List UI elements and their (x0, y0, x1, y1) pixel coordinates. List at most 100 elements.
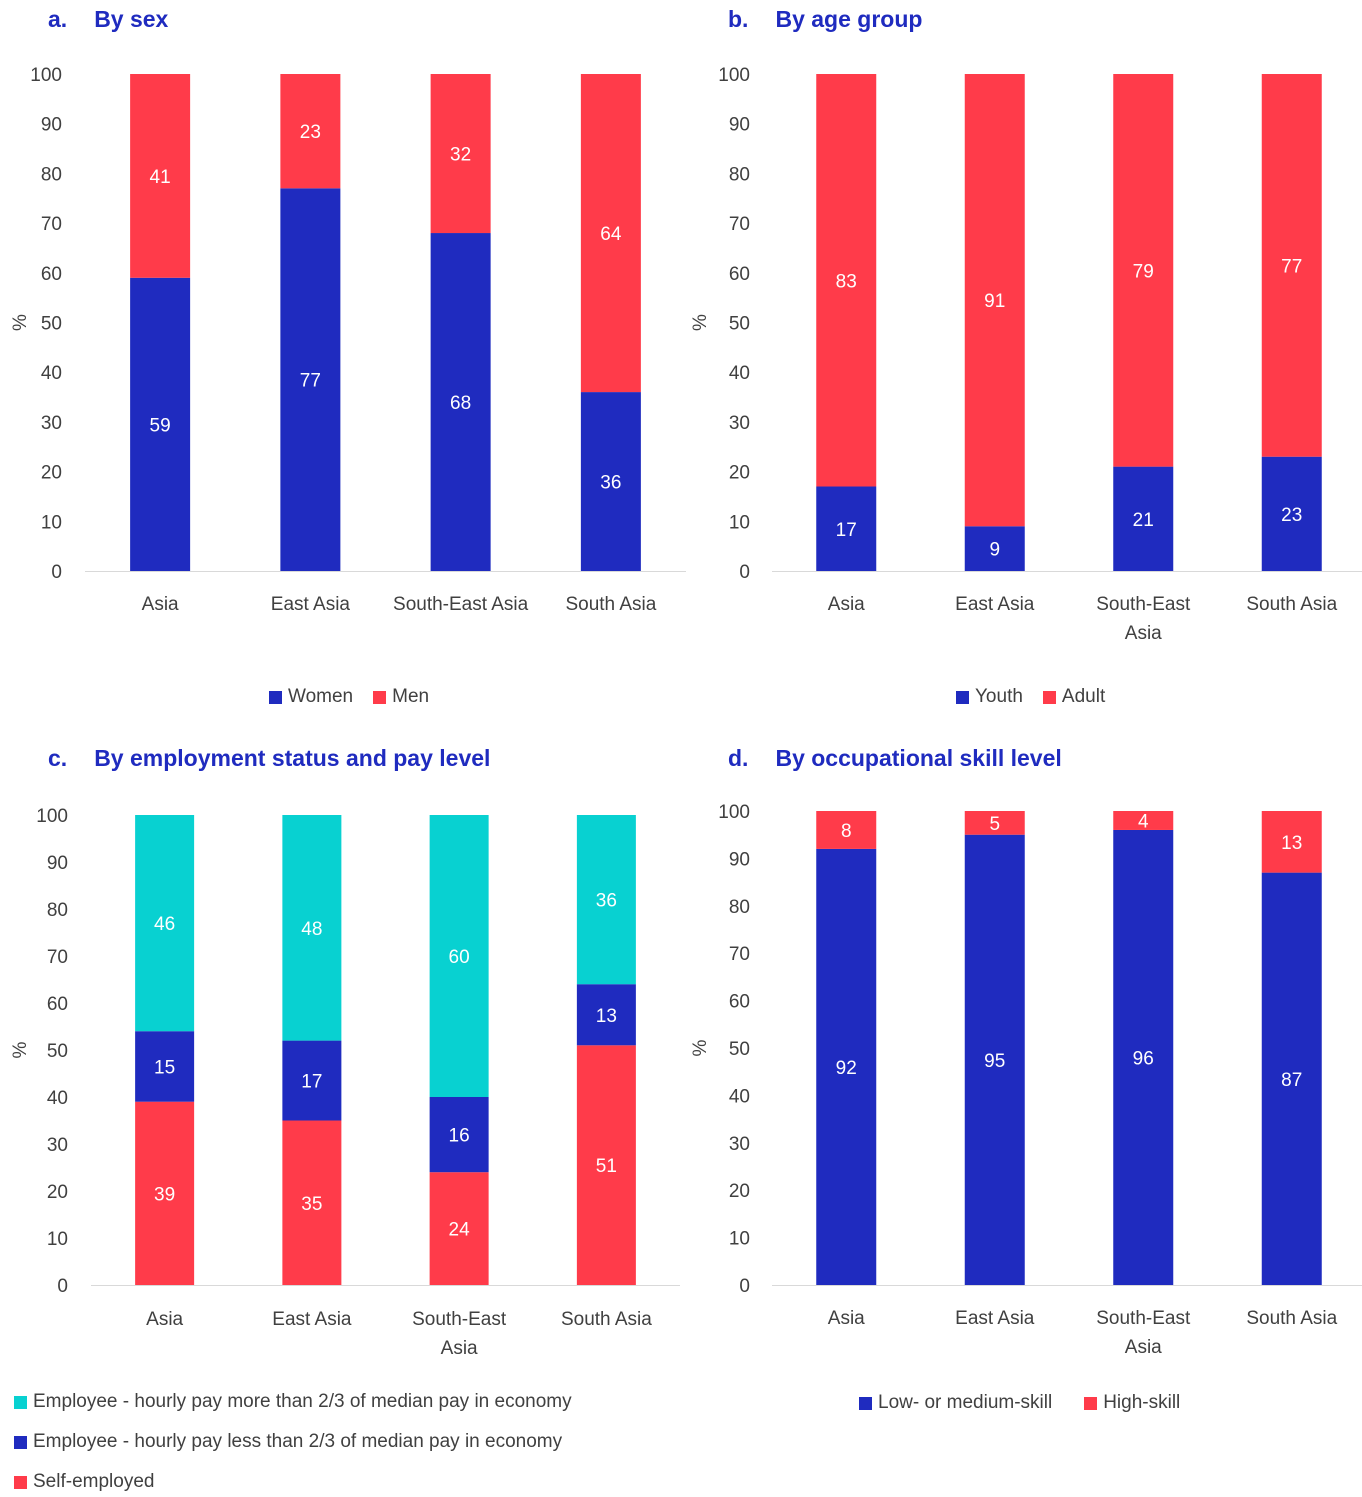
by-age-group-ytick-label: 100 (718, 65, 750, 86)
by-employment-ytick-label: 40 (47, 1088, 68, 1109)
by-age-group-data-label: 9 (989, 540, 1000, 561)
by-age-group-data-label: 77 (1281, 256, 1302, 277)
by-sex-ytick-label: 70 (41, 214, 62, 235)
by-employment-ytick-label: 80 (47, 900, 68, 921)
by-age-group-y-axis-label: % (690, 314, 711, 331)
panel-d-title: d. By occupational skill level (728, 745, 1062, 772)
by-employment-bar-employee-hourly-pay-less-than-2-3-of-median-pay-in-economy (576, 984, 636, 1046)
by-skill-ytick-label: 100 (718, 802, 750, 823)
by-age-group-ytick-label: 70 (729, 214, 750, 235)
by-age-group-legend-item-adult: Adult (1042, 686, 1105, 708)
by-skill-bar-low-or-medium-skill (1113, 829, 1174, 1285)
by-employment-data-label: 35 (301, 1194, 322, 1215)
by-sex-data-label: 77 (300, 371, 321, 392)
by-age-group-bar-youth (964, 526, 1025, 571)
by-age-group-data-label: 83 (836, 271, 857, 292)
legend-by-skill-level: Low- or medium-skill High-skill (859, 1392, 1180, 1414)
by-sex-bar-men (130, 74, 191, 278)
by-skill-data-label: 95 (984, 1051, 1005, 1072)
by-sex-data-label: 68 (450, 393, 471, 414)
by-sex-bar-women (430, 233, 491, 572)
by-skill-ytick-label: 30 (729, 1134, 750, 1155)
by-skill-bar-low-or-medium-skill (964, 834, 1025, 1285)
by-employment-y-axis-label: % (10, 1041, 31, 1058)
panel-c-letter: c. (48, 745, 68, 771)
panel-b-title: b. By age group (728, 6, 922, 33)
by-sex-ytick-label: 80 (41, 164, 62, 185)
by-skill-data-label: 13 (1281, 833, 1302, 854)
by-skill-category-label: South-East Asia (1096, 1308, 1191, 1358)
by-skill-bar-high-skill (1261, 811, 1322, 873)
by-sex-data-label: 36 (600, 473, 621, 494)
by-employment-bar-self-employed (429, 1172, 489, 1285)
by-age-group-ytick-label: 20 (729, 463, 750, 484)
by-employment-legend-swatch (14, 1475, 27, 1489)
by-sex-data-label: 41 (150, 167, 171, 188)
by-skill-ytick-label: 20 (729, 1181, 750, 1202)
legend-by-sex: Women Men (269, 686, 429, 708)
by-employment-ytick-label: 60 (47, 994, 68, 1015)
panel-c-title-text: By employment status and pay level (94, 745, 491, 771)
by-sex-ytick-label: 90 (41, 115, 62, 136)
by-employment-ytick-label: 90 (47, 853, 68, 874)
by-sex-legend-label: Women (288, 686, 354, 707)
by-sex-category-label: South-East Asia (393, 594, 529, 615)
by-age-group-ytick-label: 90 (729, 115, 750, 136)
by-employment-ytick-label: 70 (47, 947, 68, 968)
by-sex-data-label: 23 (300, 122, 321, 143)
by-employment-legend-swatch (14, 1435, 27, 1449)
by-sex-y-axis-label: % (10, 314, 31, 331)
by-age-group-legend-label: Youth (975, 686, 1023, 707)
by-age-group-bar-adult (1113, 74, 1174, 467)
panel-a-title-text: By sex (94, 6, 169, 32)
by-skill-legend-item-high-skill: High-skill (1084, 1392, 1180, 1414)
by-employment-data-label: 39 (154, 1184, 175, 1205)
by-sex-category-label: East Asia (271, 594, 351, 615)
by-age-group-data-label: 17 (836, 520, 857, 541)
by-age-group-data-label: 79 (1133, 261, 1154, 282)
by-skill-y-axis-label: % (690, 1039, 711, 1056)
by-age-group-bar-adult (964, 74, 1025, 527)
by-skill-ytick-label: 80 (729, 897, 750, 918)
by-skill-category-label: East Asia (955, 1308, 1035, 1329)
by-employment-data-label: 16 (449, 1126, 470, 1147)
by-skill-ytick-label: 40 (729, 1086, 750, 1107)
panel-b-letter: b. (728, 6, 749, 32)
by-employment-ytick-label: 20 (47, 1182, 68, 1203)
by-employment-data-label: 46 (154, 914, 175, 935)
panel-b-title-text: By age group (775, 6, 923, 32)
by-age-group-ytick-label: 10 (729, 512, 750, 533)
by-employment-data-label: 60 (449, 947, 470, 968)
by-age-group-bar-youth (816, 486, 877, 571)
panel-a-title: a. By sex (48, 6, 168, 33)
by-sex-bar-men (580, 74, 641, 393)
by-employment-category-label: Asia (146, 1309, 183, 1330)
by-employment-bar-employee-hourly-pay-less-than-2-3-of-median-pay-in-economy (429, 1097, 489, 1173)
by-age-group-category-label: East Asia (955, 594, 1035, 615)
by-sex-data-label: 32 (450, 145, 471, 166)
by-skill-legend-item-low-or-medium-skill: Low- or medium-skill (859, 1392, 1052, 1414)
by-employment-legend-label: Employee - hourly pay less than 2/3 of m… (33, 1431, 563, 1452)
by-age-group-data-label: 21 (1133, 510, 1154, 531)
by-employment-ytick-label: 30 (47, 1135, 68, 1156)
by-employment-data-label: 36 (596, 891, 617, 912)
panel-d-letter: d. (728, 745, 749, 771)
by-skill-category-label: South Asia (1246, 1308, 1337, 1329)
by-age-group-category-label: Asia (828, 594, 865, 615)
by-age-group-data-label: 23 (1281, 505, 1302, 526)
by-age-group-legend-swatch (1042, 690, 1056, 704)
by-sex-legend-label: Men (392, 686, 430, 707)
by-employment-data-label: 13 (596, 1006, 617, 1027)
by-sex-ytick-label: 10 (41, 512, 62, 533)
by-skill-data-label: 5 (989, 814, 1000, 835)
by-sex-legend-item-men: Men (373, 686, 429, 708)
by-sex-data-label: 59 (150, 415, 171, 436)
by-age-group-ytick-label: 40 (729, 363, 750, 384)
by-sex-legend-swatch (269, 690, 282, 704)
by-age-group-legend-item-youth: Youth (956, 686, 1023, 708)
by-sex-legend-swatch (373, 690, 387, 704)
by-sex-ytick-label: 30 (41, 413, 62, 434)
by-sex-bar-women (280, 188, 341, 571)
by-sex-ytick-label: 50 (41, 314, 62, 335)
by-sex-ytick-label: 0 (51, 562, 62, 583)
